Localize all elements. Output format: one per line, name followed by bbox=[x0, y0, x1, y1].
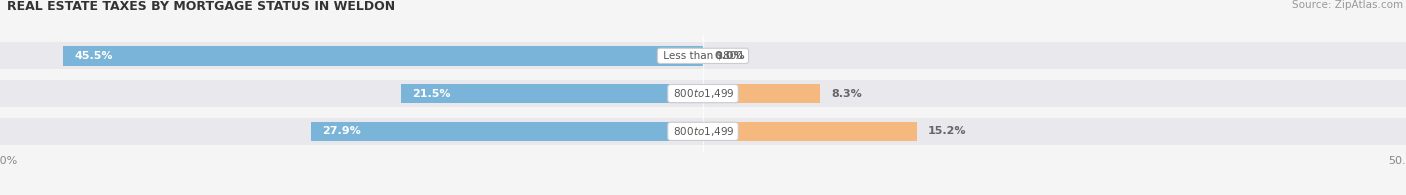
Bar bbox=[0, 42, 1406, 69]
Text: 0.0%: 0.0% bbox=[714, 51, 745, 61]
Bar bbox=[311, 121, 703, 141]
Bar bbox=[703, 84, 820, 103]
Text: REAL ESTATE TAXES BY MORTGAGE STATUS IN WELDON: REAL ESTATE TAXES BY MORTGAGE STATUS IN … bbox=[7, 0, 395, 13]
Text: 21.5%: 21.5% bbox=[412, 89, 450, 99]
Text: $800 to $1,499: $800 to $1,499 bbox=[671, 87, 735, 100]
Bar bbox=[63, 46, 703, 66]
Text: 27.9%: 27.9% bbox=[322, 126, 361, 136]
Bar bbox=[401, 84, 703, 103]
Bar bbox=[0, 118, 1406, 145]
Text: $800 to $1,499: $800 to $1,499 bbox=[671, 125, 735, 138]
Bar bbox=[0, 80, 1406, 107]
Bar bbox=[703, 121, 917, 141]
Text: 45.5%: 45.5% bbox=[75, 51, 112, 61]
Text: 15.2%: 15.2% bbox=[928, 126, 966, 136]
Text: Source: ZipAtlas.com: Source: ZipAtlas.com bbox=[1292, 0, 1403, 10]
Text: 8.3%: 8.3% bbox=[831, 89, 862, 99]
Text: Less than $800: Less than $800 bbox=[659, 51, 747, 61]
